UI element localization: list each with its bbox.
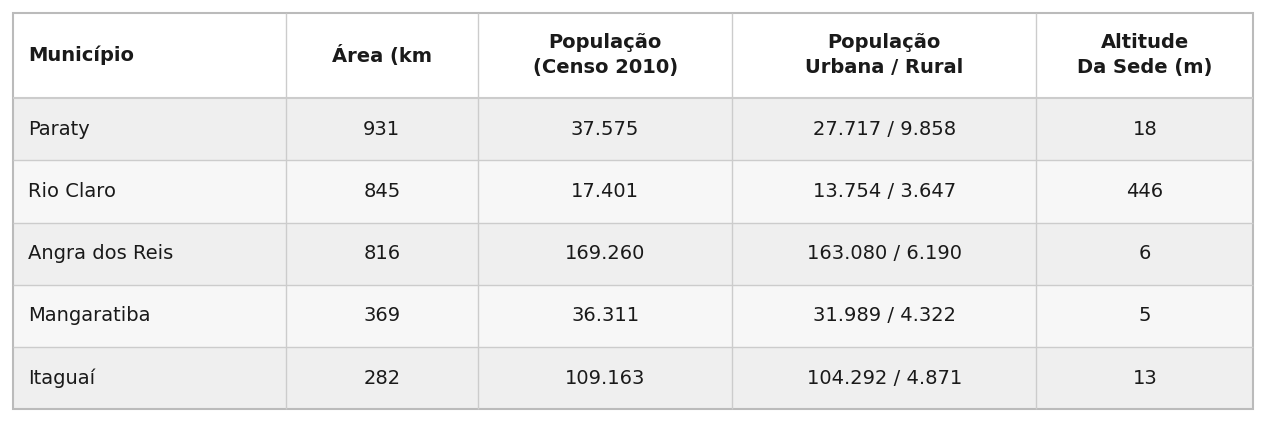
Text: 816: 816 bbox=[363, 244, 400, 263]
Text: 13.754 / 3.647: 13.754 / 3.647 bbox=[813, 182, 956, 201]
Text: 36.311: 36.311 bbox=[571, 306, 639, 325]
Text: 27.717 / 9.858: 27.717 / 9.858 bbox=[813, 119, 956, 138]
Text: 104.292 / 4.871: 104.292 / 4.871 bbox=[806, 369, 962, 388]
Bar bbox=[286, 285, 479, 347]
Text: 37.575: 37.575 bbox=[571, 119, 639, 138]
Bar bbox=[1036, 285, 1253, 347]
Text: População
Urbana / Rural: População Urbana / Rural bbox=[805, 33, 963, 77]
Bar bbox=[286, 222, 479, 285]
Bar bbox=[1036, 98, 1253, 160]
Text: Mangaratiba: Mangaratiba bbox=[28, 306, 151, 325]
Bar bbox=[13, 285, 286, 347]
Text: 282: 282 bbox=[363, 369, 400, 388]
Bar bbox=[13, 222, 286, 285]
Bar bbox=[286, 98, 479, 160]
Text: 17.401: 17.401 bbox=[571, 182, 639, 201]
Bar bbox=[1036, 160, 1253, 222]
Text: Município: Município bbox=[28, 46, 134, 65]
Bar bbox=[1036, 347, 1253, 409]
Bar bbox=[13, 98, 286, 160]
Bar bbox=[13, 160, 286, 222]
Bar bbox=[732, 13, 1036, 98]
Text: 845: 845 bbox=[363, 182, 400, 201]
Text: 5: 5 bbox=[1138, 306, 1151, 325]
Bar bbox=[286, 160, 479, 222]
Text: 169.260: 169.260 bbox=[565, 244, 646, 263]
Text: Angra dos Reis: Angra dos Reis bbox=[28, 244, 173, 263]
Text: 369: 369 bbox=[363, 306, 400, 325]
Bar bbox=[286, 13, 479, 98]
Text: Altitude
Da Sede (m): Altitude Da Sede (m) bbox=[1077, 33, 1213, 77]
Bar bbox=[1036, 13, 1253, 98]
Text: 109.163: 109.163 bbox=[565, 369, 646, 388]
Text: 446: 446 bbox=[1127, 182, 1163, 201]
Bar bbox=[732, 222, 1036, 285]
Bar bbox=[479, 222, 732, 285]
Bar bbox=[479, 160, 732, 222]
Text: 13: 13 bbox=[1132, 369, 1157, 388]
Text: 931: 931 bbox=[363, 119, 400, 138]
Text: 31.989 / 4.322: 31.989 / 4.322 bbox=[813, 306, 956, 325]
Bar bbox=[732, 98, 1036, 160]
Bar bbox=[479, 285, 732, 347]
Text: 6: 6 bbox=[1138, 244, 1151, 263]
Bar bbox=[1036, 222, 1253, 285]
Bar bbox=[732, 347, 1036, 409]
Bar bbox=[479, 13, 732, 98]
Text: Área (km: Área (km bbox=[332, 45, 432, 66]
Bar bbox=[479, 98, 732, 160]
Bar bbox=[732, 160, 1036, 222]
Bar bbox=[13, 13, 286, 98]
Bar bbox=[286, 347, 479, 409]
Bar bbox=[13, 347, 286, 409]
Text: 163.080 / 6.190: 163.080 / 6.190 bbox=[806, 244, 962, 263]
Text: População
(Censo 2010): População (Censo 2010) bbox=[533, 33, 677, 77]
Text: Paraty: Paraty bbox=[28, 119, 90, 138]
Text: 18: 18 bbox=[1132, 119, 1157, 138]
Text: Rio Claro: Rio Claro bbox=[28, 182, 116, 201]
Bar bbox=[732, 285, 1036, 347]
Bar bbox=[479, 347, 732, 409]
Text: Itaguaí: Itaguaí bbox=[28, 368, 95, 388]
